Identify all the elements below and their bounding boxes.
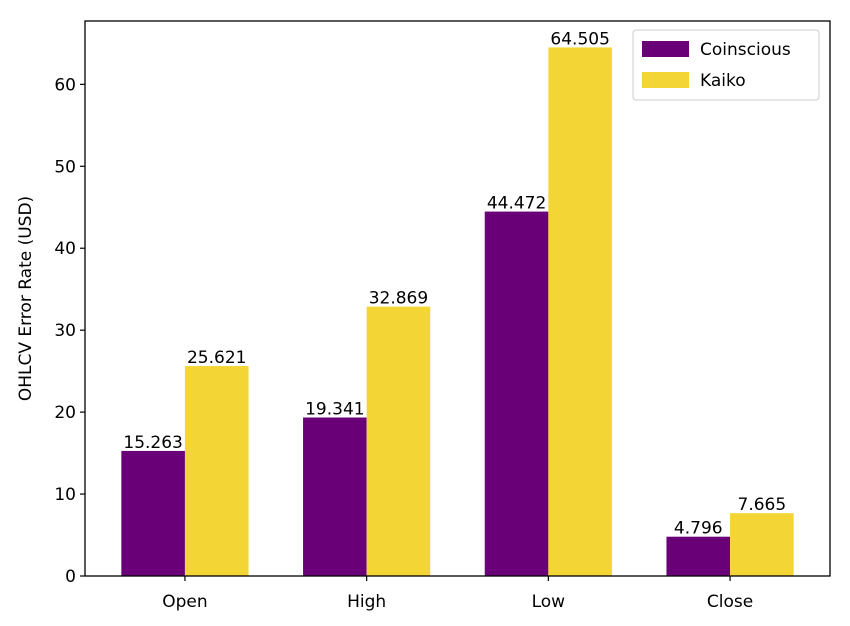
plot-frame [84, 20, 831, 577]
legend-label-kaiko: Kaiko [700, 71, 746, 91]
y-tick-label: 10 [54, 485, 76, 505]
y-tick-label: 60 [54, 75, 76, 95]
y-tick-label: 20 [54, 403, 76, 423]
y-axis: 0 10 20 30 40 50 60 [54, 75, 85, 587]
bar-kaiko-close [730, 513, 794, 576]
legend-label-coinscious: Coinscious [700, 40, 791, 60]
bar-coinscious-open [121, 450, 185, 576]
bar-label-kaiko-high: 32.869 [369, 289, 428, 309]
bar-kaiko-low [548, 47, 612, 576]
bar-coinscious-close [666, 536, 731, 576]
x-tick-label-high: High [347, 592, 386, 612]
bar-label-coinscious-low: 44.472 [487, 194, 546, 214]
y-tick-label: 40 [54, 239, 76, 259]
bar-label-kaiko-open: 25.621 [187, 348, 246, 368]
x-tick-label-low: Low [532, 592, 566, 612]
y-axis-title: OHLCV Error Rate (USD) [16, 196, 36, 401]
x-tick-label-open: Open [162, 592, 207, 612]
bar-kaiko-high [366, 306, 431, 576]
bar-coinscious-high [303, 417, 367, 576]
bars-layer [121, 47, 794, 576]
bar-label-coinscious-high: 19.341 [305, 400, 364, 420]
legend: Coinscious Kaiko [632, 29, 820, 101]
legend-swatch-kaiko [642, 72, 689, 88]
bar-label-coinscious-close: 4.796 [674, 519, 723, 539]
x-axis: Open High Low Close [162, 576, 753, 612]
y-tick-label: 50 [54, 157, 76, 177]
bar-kaiko-open [184, 366, 249, 576]
bar-label-coinscious-open: 15.263 [123, 433, 182, 453]
bar-label-kaiko-close: 7.665 [738, 495, 787, 515]
legend-swatch-coinscious [642, 41, 689, 57]
bar-coinscious-low [484, 211, 549, 576]
bar-labels-layer: 15.263 19.341 44.472 4.796 25.621 32.869 64.50… [123, 29, 786, 538]
x-tick-label-close: Close [707, 592, 753, 612]
y-tick-label: 30 [54, 321, 76, 341]
y-tick-label: 0 [65, 567, 76, 587]
bar-label-kaiko-low: 64.505 [550, 29, 609, 49]
